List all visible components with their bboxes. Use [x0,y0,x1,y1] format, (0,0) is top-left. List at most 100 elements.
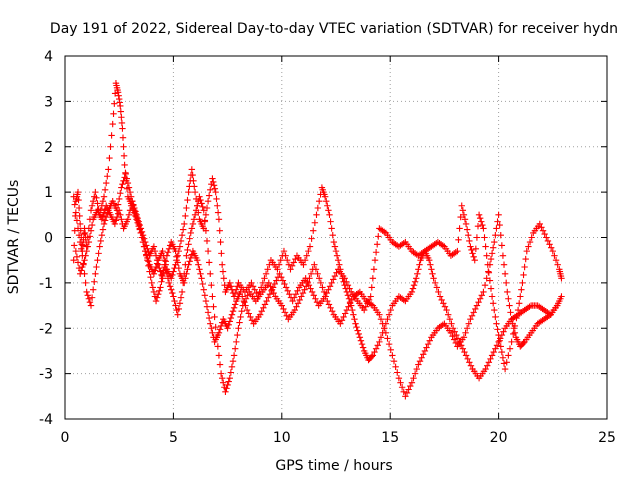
data-point [159,247,166,255]
data-point [189,220,197,228]
data-point [183,204,190,212]
data-point [84,292,91,299]
data-point [157,284,164,291]
data-point [483,252,490,259]
data-point [76,270,84,277]
data-point [265,294,272,301]
data-point [500,328,507,335]
data-point [76,212,83,220]
x-axis-label: GPS time / hours [275,458,392,474]
data-point [403,389,411,397]
data-point [465,320,472,327]
data-point [547,244,555,251]
data-point [482,365,489,373]
data-point [243,306,251,314]
data-point [476,295,484,302]
data-point [454,247,461,255]
data-point [344,281,352,289]
data-point [353,323,360,331]
data-point [348,296,355,304]
data-point [75,232,83,239]
y-tick-label: -3 [39,367,53,383]
data-point [507,309,514,316]
data-point [459,207,467,214]
data-point [71,227,78,234]
data-point [491,306,498,314]
data-point [497,232,504,239]
data-point [278,302,285,309]
data-point [118,119,126,127]
data-point [184,266,191,273]
data-point [467,243,474,250]
data-point [176,300,184,307]
data-point [233,286,240,293]
data-point [228,311,236,318]
data-point [170,293,177,300]
data-point [124,216,132,223]
data-point [312,295,319,302]
data-point [101,186,109,194]
data-point [462,352,470,359]
data-point [286,291,293,298]
data-point [528,234,535,241]
data-point [485,269,493,276]
data-point [100,220,108,228]
y-tick-label: 1 [44,185,53,201]
data-point [453,331,460,339]
data-point [466,237,473,245]
data-point [74,225,82,232]
data-point [227,369,235,376]
data-point [493,320,500,327]
data-point [239,293,246,300]
data-point [147,274,154,281]
data-point [171,297,178,305]
data-point [231,345,239,352]
data-point [558,293,565,300]
data-point [248,317,256,324]
data-point [201,292,209,299]
data-point [331,243,339,250]
data-point [204,247,212,255]
data-point [118,216,125,223]
data-point [409,285,417,292]
data-point [153,256,161,264]
data-point [325,286,332,293]
data-point [116,207,123,214]
data-point [91,278,98,285]
data-point [150,243,158,250]
data-point [251,286,258,293]
data-point [407,382,414,390]
data-point [444,311,452,318]
data-point [301,256,309,264]
data-point [497,343,504,350]
data-point [431,279,439,287]
data-point [78,267,85,274]
data-point [385,311,393,318]
data-point [210,182,218,189]
data-point [220,379,227,386]
data-point [485,359,493,366]
data-point [494,218,501,225]
data-point [195,261,202,268]
data-point [169,289,176,297]
data-point [198,200,205,207]
data-point [352,320,359,327]
data-point [211,185,219,192]
data-point [304,278,311,285]
data-point [281,309,289,316]
x-tick-label: 5 [169,430,178,446]
data-point [319,284,326,291]
data-point [337,320,344,327]
data-point [305,247,312,255]
data-point [216,227,223,234]
data-point [155,291,162,298]
data-point [72,247,80,255]
data-point [326,211,333,219]
data-point [328,279,335,287]
series-track-c [72,198,565,373]
y-tick-label: -1 [39,276,53,292]
data-point [197,270,204,277]
data-point [185,188,192,196]
data-point [462,329,469,336]
data-point [294,300,302,307]
